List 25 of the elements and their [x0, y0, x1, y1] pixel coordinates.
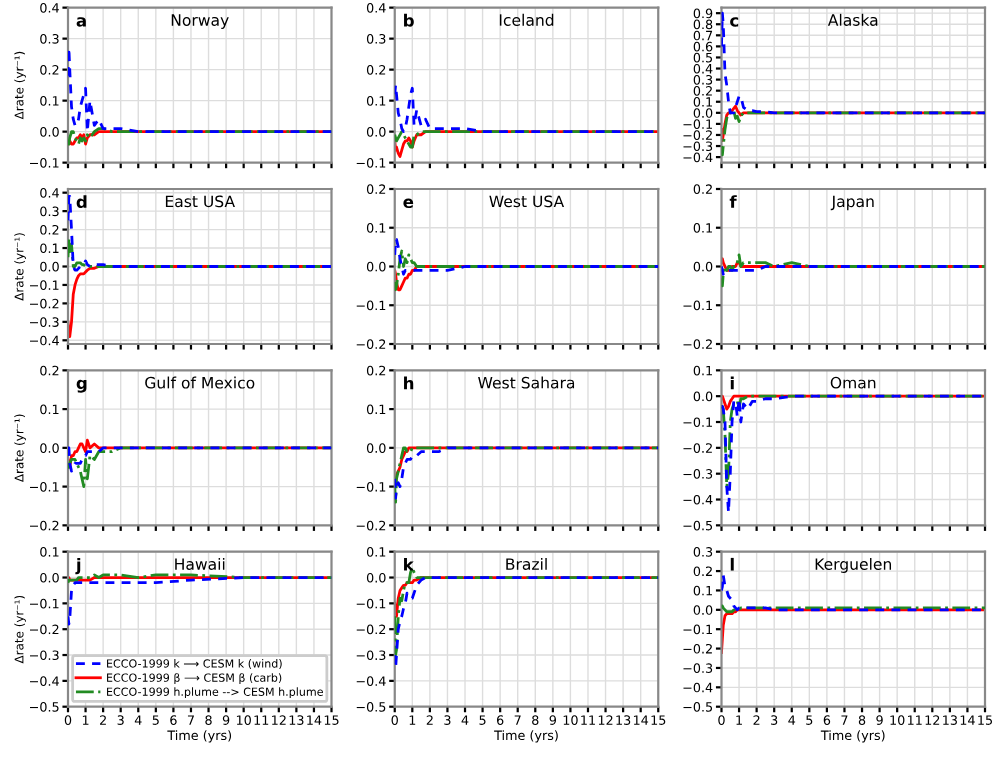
annotation: h — [404, 376, 414, 390]
line-series — [721, 394, 985, 514]
annotation: j — [75, 557, 81, 575]
line-series — [68, 194, 332, 272]
annotation: c — [730, 17, 739, 27]
line-series — [394, 83, 659, 134]
annotation: l — [730, 557, 734, 571]
annotation: f — [729, 195, 737, 208]
line-series — [721, 253, 985, 288]
annotation: e — [403, 198, 414, 209]
annotation: a — [76, 17, 86, 27]
line-series — [394, 130, 659, 149]
annotation: d — [76, 195, 87, 209]
line-series — [394, 249, 659, 292]
annotation: i — [730, 376, 734, 390]
line-series — [721, 573, 985, 612]
line-series — [394, 576, 659, 670]
line-series — [721, 11, 985, 115]
annotation: k — [404, 557, 415, 571]
line-series — [721, 394, 985, 488]
line-series — [394, 237, 659, 276]
line-series — [68, 446, 332, 473]
annotation: b — [404, 13, 414, 27]
annotation: g — [76, 379, 87, 393]
line-series — [68, 46, 332, 134]
